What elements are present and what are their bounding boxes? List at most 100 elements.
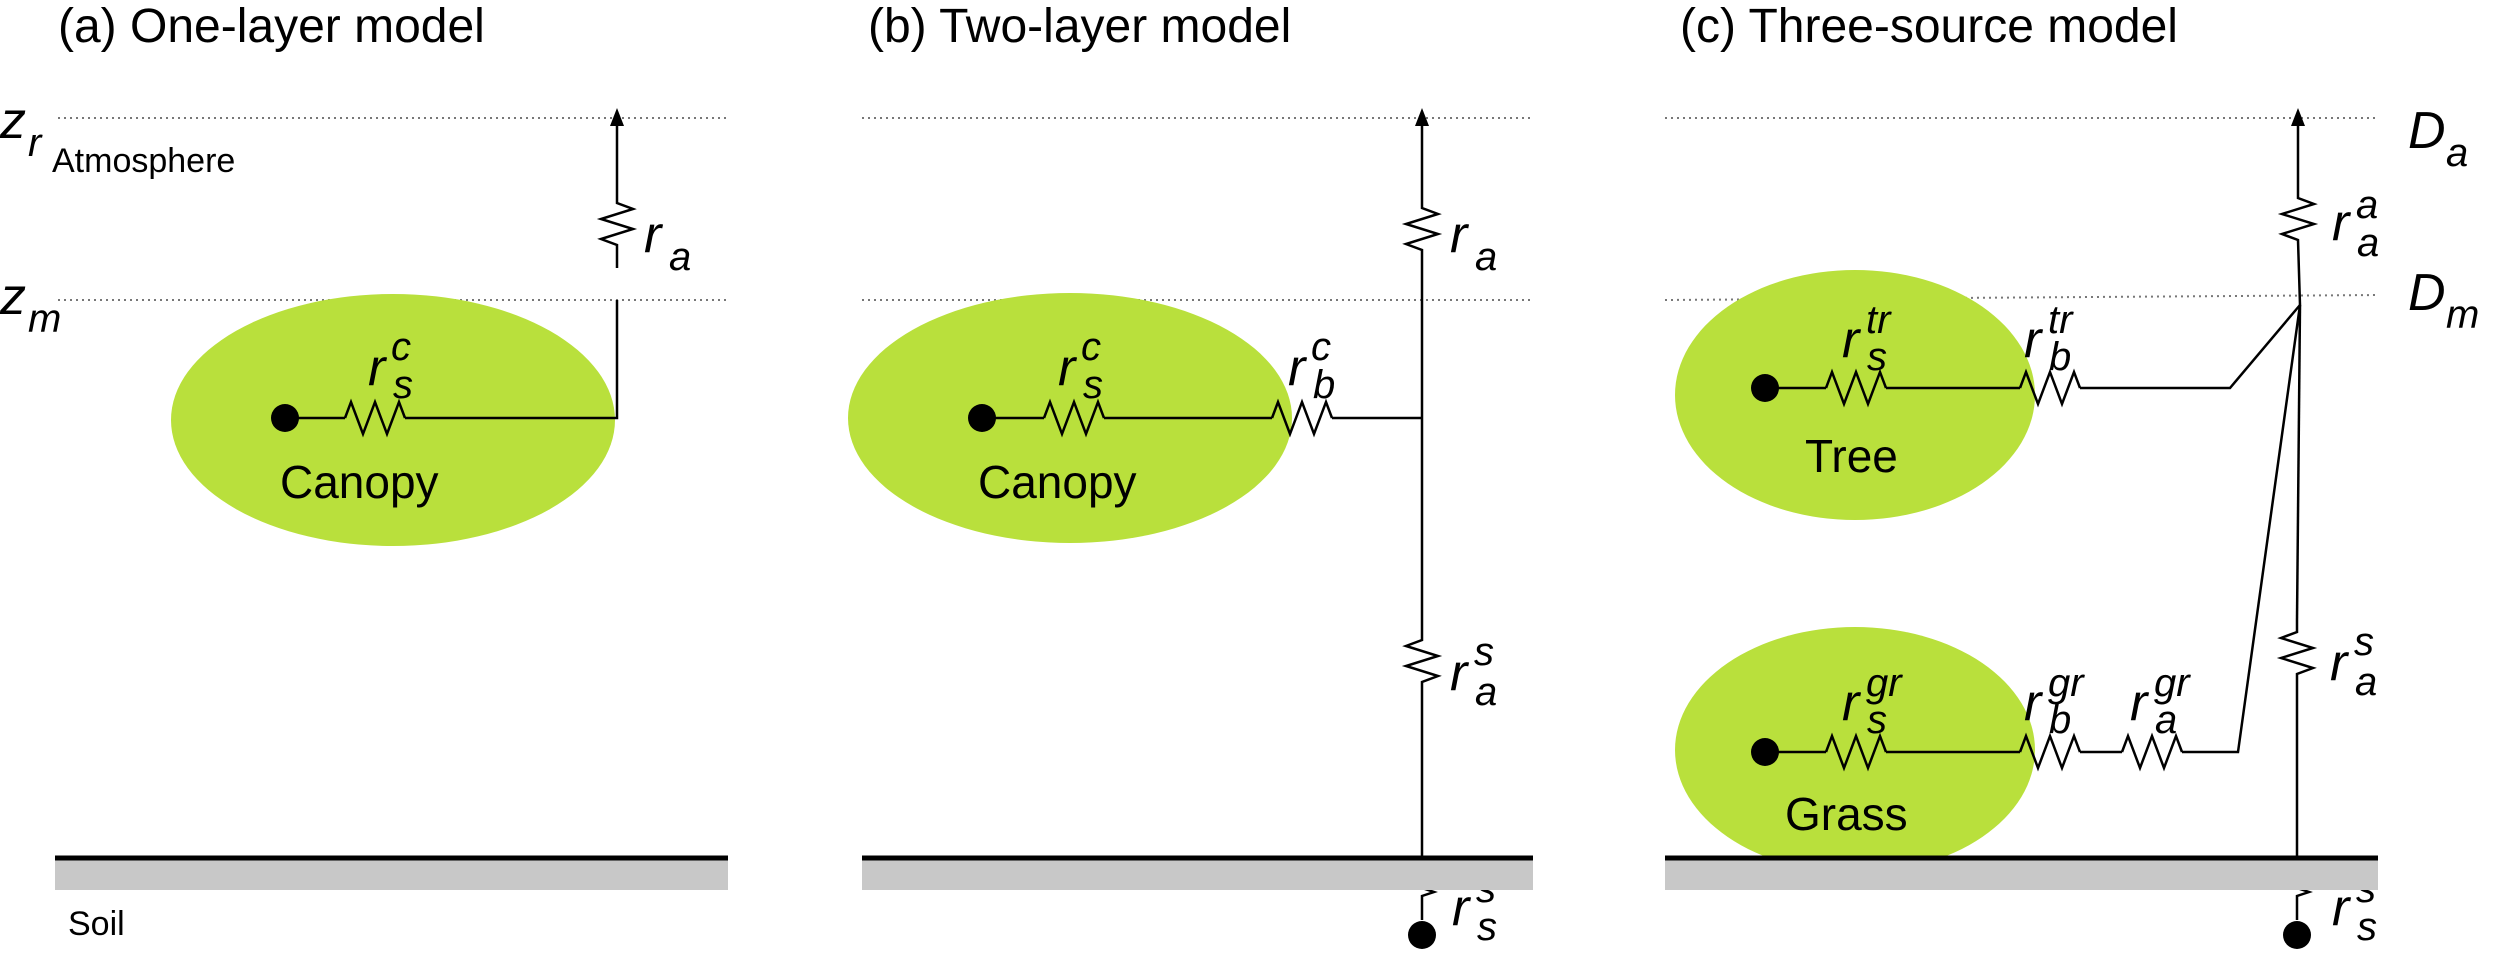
svg-text:b: b: [2049, 335, 2071, 379]
rstr-label: r s tr: [1842, 298, 1892, 379]
svg-text:a: a: [2155, 698, 2177, 742]
panel-b-soil-band: [862, 860, 1533, 890]
panel-b-rsc-label: r s c: [1058, 325, 1103, 407]
panel-b-rbc-label: r b c: [1288, 325, 1335, 407]
ragr-resistor: [2120, 732, 2184, 772]
svg-text:a: a: [2446, 131, 2468, 175]
svg-text:gr: gr: [2154, 661, 2191, 705]
svg-text:gr: gr: [1866, 661, 1903, 705]
panel-a-rsc-label: r s c: [368, 325, 413, 407]
svg-text:tr: tr: [2048, 298, 2074, 342]
svg-text:r: r: [2330, 634, 2350, 692]
svg-text:r: r: [2130, 674, 2150, 732]
svg-text:s: s: [1477, 905, 1497, 949]
svg-text:r: r: [1288, 339, 1308, 397]
svg-text:b: b: [2049, 698, 2071, 742]
rbgr-label: r b gr: [2024, 661, 2085, 742]
panel-a-soil-band: [55, 860, 728, 890]
panel-c: (c) Three-source model D a D m: [1664, 0, 2479, 949]
svg-text:r: r: [644, 206, 664, 264]
svg-text:c: c: [1081, 325, 1101, 369]
svg-text:r: r: [28, 121, 43, 165]
rsgr-resistor: [1824, 732, 1888, 772]
svg-text:s: s: [1474, 630, 1494, 674]
panel-b-rbc-resistor: [1270, 398, 1334, 438]
svg-text:s: s: [2357, 905, 2377, 949]
panel-a-zr-label: z r: [0, 92, 43, 165]
svg-text:c: c: [1311, 325, 1331, 369]
panel-b-ra-label: r a: [1450, 206, 1497, 279]
svg-text:s: s: [2354, 620, 2374, 664]
svg-text:m: m: [28, 297, 61, 341]
svg-text:s: s: [393, 363, 413, 407]
panel-c-soil-node: [2283, 921, 2311, 949]
panel-a-zm-label: z m: [0, 268, 61, 341]
panel-a-ra-label: r a: [644, 206, 691, 279]
panel-c-soil-band: [1665, 860, 2378, 890]
panel-b-ras-resistor: [1401, 418, 1443, 856]
svg-text:z: z: [0, 92, 26, 150]
panel-a: (a) One-layer model z r Atmosphere z m r…: [0, 0, 728, 943]
svg-text:r: r: [1842, 311, 1862, 369]
svg-text:s: s: [1083, 363, 1103, 407]
svg-text:a: a: [669, 235, 691, 279]
grass-label: Grass: [1785, 788, 1908, 840]
panel-a-canopy-label: Canopy: [280, 456, 439, 508]
rsgr-label: r s gr: [1842, 661, 1903, 742]
ragr-label: r a gr: [2130, 661, 2191, 742]
svg-text:r: r: [1450, 644, 1470, 702]
panel-c-ras-resistor: [2276, 620, 2318, 856]
svg-text:b: b: [1313, 363, 1335, 407]
raa-resistor: [2277, 108, 2319, 306]
svg-text:r: r: [1450, 206, 1470, 264]
rbgr-resistor: [2018, 732, 2082, 772]
panel-a-rsc-resistor: [343, 398, 407, 438]
svg-text:a: a: [1475, 235, 1497, 279]
svg-text:r: r: [2024, 311, 2044, 369]
svg-text:a: a: [2357, 221, 2379, 265]
rbtr-resistor: [2018, 368, 2082, 408]
soil-label: Soil: [68, 905, 125, 943]
svg-text:c: c: [391, 325, 411, 369]
raa-label: r a a: [2332, 183, 2379, 265]
svg-text:a: a: [1475, 670, 1497, 714]
svg-text:r: r: [1452, 879, 1472, 937]
panel-b-ra-resistor: [1401, 108, 1443, 418]
svg-text:a: a: [2356, 183, 2378, 227]
panel-b-soil-node: [1408, 921, 1436, 949]
svg-text:s: s: [1867, 335, 1887, 379]
panel-b: (b) Two-layer model r s c r b c r a r: [848, 0, 1533, 949]
panel-b-canopy-ellipse: [848, 293, 1292, 543]
svg-text:r: r: [2332, 879, 2352, 937]
svg-text:r: r: [1842, 674, 1862, 732]
panel-b-canopy-label: Canopy: [978, 456, 1137, 508]
svg-text:r: r: [2024, 674, 2044, 732]
rbtr-label: r b tr: [2024, 298, 2074, 379]
svg-text:r: r: [1058, 339, 1078, 397]
svg-text:r: r: [368, 339, 388, 397]
tree-label: Tree: [1805, 430, 1898, 482]
tree-ellipse: [1675, 270, 2035, 520]
panel-b-rsc-resistor: [1042, 398, 1106, 438]
panel-a-title: (a) One-layer model: [58, 0, 485, 53]
panel-c-title: (c) Three-source model: [1680, 0, 2178, 53]
svg-text:z: z: [0, 268, 26, 326]
svg-text:a: a: [2355, 660, 2377, 704]
svg-text:gr: gr: [2048, 661, 2085, 705]
panel-c-da-label: D a: [2408, 102, 2468, 175]
panel-a-ra-resistor: [596, 108, 638, 268]
rstr-resistor: [1824, 368, 1888, 408]
atmosphere-label: Atmosphere: [52, 142, 235, 180]
svg-text:tr: tr: [1866, 298, 1892, 342]
svg-text:D: D: [2408, 264, 2446, 322]
panel-c-ras-label: r a s: [2330, 620, 2377, 704]
svg-text:D: D: [2408, 102, 2446, 160]
panel-c-dm-level-line: [1664, 294, 2379, 301]
grass-ellipse: [1675, 627, 2035, 873]
panel-b-title: (b) Two-layer model: [868, 0, 1291, 53]
svg-text:s: s: [1867, 698, 1887, 742]
svg-text:r: r: [2332, 194, 2352, 252]
panel-c-dm-label: D m: [2408, 264, 2479, 337]
svg-text:m: m: [2446, 293, 2479, 337]
